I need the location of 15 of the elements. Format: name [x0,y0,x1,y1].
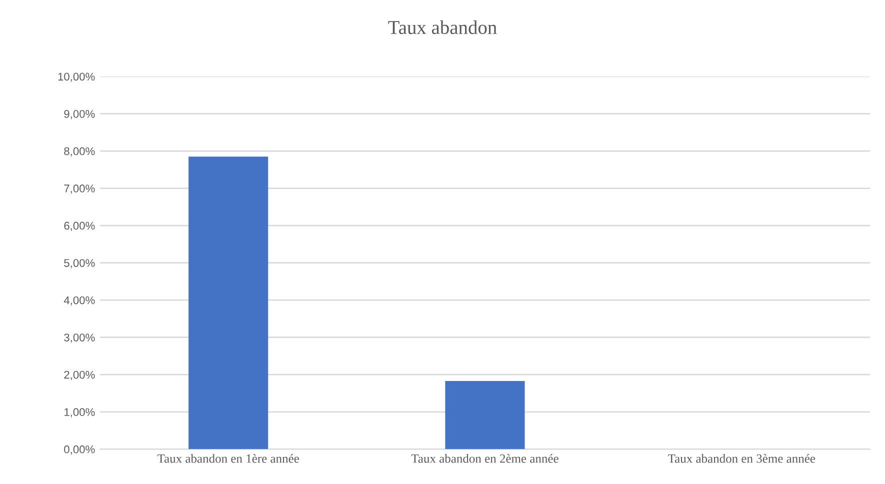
y-tick-label: 3,00% [64,334,95,343]
chart-title: Taux abandon [388,20,497,34]
y-tick-label: 10,00% [58,72,95,82]
y-tick-label: 6,00% [64,222,95,231]
y-tick-label: 1,00% [64,408,95,418]
x-tick-label: Taux abandon en 3ème année [668,454,816,463]
y-tick-label: 2,00% [64,370,95,380]
y-tick-label: 9,00% [64,110,95,120]
y-tick-label: 4,00% [64,296,95,306]
x-tick-label: Taux abandon en 1ère année [158,454,299,463]
x-tick-label: Taux abandon en 2ème année [411,454,558,463]
y-tick-label: 0,00% [64,445,95,455]
y-tick-label: 8,00% [64,147,95,156]
y-tick-label: 7,00% [64,184,95,194]
y-tick-label: 5,00% [64,259,95,268]
